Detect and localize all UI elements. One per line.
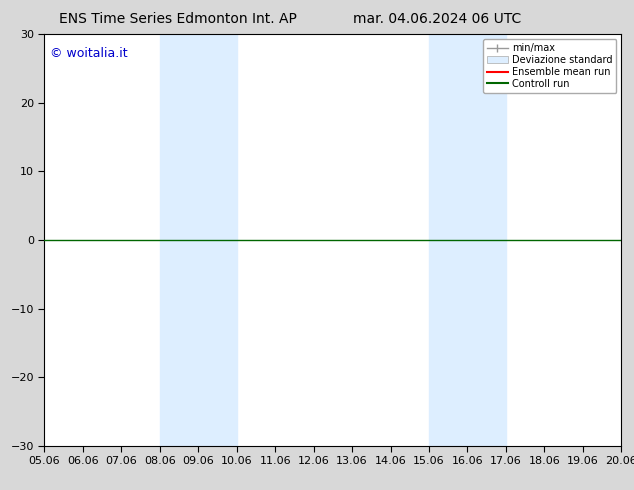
Text: ENS Time Series Edmonton Int. AP: ENS Time Series Edmonton Int. AP: [58, 12, 297, 26]
Text: © woitalia.it: © woitalia.it: [50, 47, 128, 60]
Legend: min/max, Deviazione standard, Ensemble mean run, Controll run: min/max, Deviazione standard, Ensemble m…: [483, 39, 616, 93]
Text: mar. 04.06.2024 06 UTC: mar. 04.06.2024 06 UTC: [353, 12, 522, 26]
Bar: [160, 34, 236, 446]
Bar: [429, 34, 506, 446]
